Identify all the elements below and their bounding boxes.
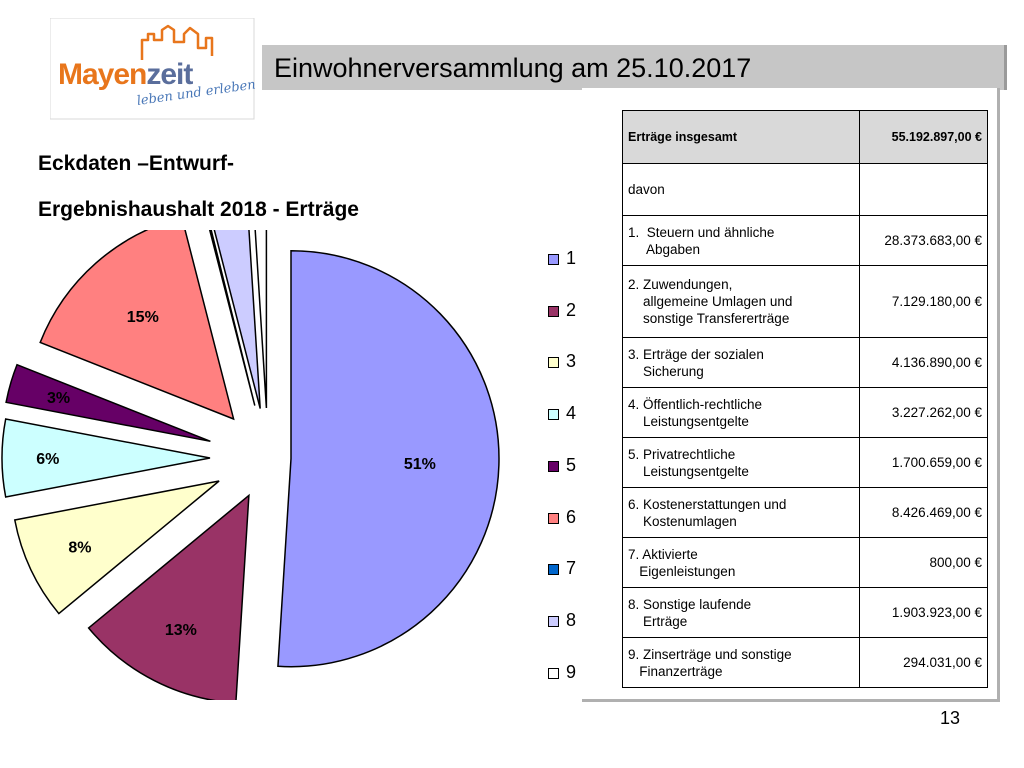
- table-cell-label: 9. Zinserträge und sonstige Finanzerträg…: [622, 637, 860, 688]
- chart-heading-line1: Eckdaten –Entwurf-: [38, 152, 235, 175]
- legend-label: 9: [566, 661, 577, 682]
- pie-slice-9: [254, 230, 268, 409]
- table-cell-value: 1.903.923,00 €: [859, 587, 988, 638]
- pie-chart: 51%13%8%6%3%15%0%3%1%: [1, 230, 500, 700]
- row-label-text: 3. Erträge der sozialen Sicherung: [628, 346, 764, 379]
- pie-slice-6: [39, 230, 235, 421]
- legend-item: 8: [548, 610, 588, 634]
- table-row: 6. Kostenerstattungen und Kostenumlagen 8…: [622, 487, 988, 538]
- table-cell-label: 4. Öffentlich-rechtliche Leistungsentgel…: [622, 387, 860, 438]
- table-cell-value: 3.227.262,00 €: [859, 387, 988, 438]
- table-cell-value: 800,00 €: [859, 537, 988, 588]
- pie-slice-4: [1, 418, 211, 498]
- table-row: 5. Privatrechtliche Leistungsentgelte 1.7…: [622, 437, 988, 488]
- legend-item: 4: [548, 403, 588, 427]
- table-cell-value: 294.031,00 €: [859, 637, 988, 688]
- page-title: Einwohnerversammlung am 25.10.2017: [274, 53, 752, 83]
- row-label-text: 9. Zinserträge und sonstige Finanzerträg…: [628, 646, 792, 679]
- logo-word-part1: Mayen: [58, 58, 147, 91]
- table-cell-value: [859, 163, 988, 216]
- table-row: 9. Zinserträge und sonstige Finanzerträg…: [622, 637, 988, 688]
- legend-swatch: [548, 667, 559, 679]
- table-row: 7. Aktivierte Eigenleistungen 800,00 €: [622, 537, 988, 588]
- row-label-text: 5. Privatrechtliche Leistungsentgelte: [628, 446, 749, 479]
- legend-swatch: [548, 512, 559, 524]
- legend-label: 4: [566, 403, 577, 424]
- legend-label: 3: [566, 351, 577, 372]
- title-bar: Einwohnerversammlung am 25.10.2017: [262, 45, 1007, 90]
- row-label-text: 6. Kostenerstattungen und Kostenumlagen: [628, 496, 787, 529]
- table-cell-label: 8. Sonstige laufende Erträge: [622, 587, 860, 638]
- pie-label-4: 6%: [36, 451, 59, 468]
- legend-item: 3: [548, 351, 588, 375]
- chart-heading-line2: Ergebnishaushalt 2018 - Erträge: [38, 198, 359, 221]
- table-cell-label: 7. Aktivierte Eigenleistungen: [622, 537, 860, 588]
- legend-item: 9: [548, 662, 588, 686]
- table-cell-value: 8.426.469,00 €: [859, 487, 988, 538]
- table-header-label: Erträge insgesamt: [622, 110, 860, 164]
- pie-label-3: 8%: [68, 540, 91, 557]
- pie-slice-5: [5, 363, 211, 443]
- row-label-text: 2. Zuwendungen, allgemeine Umlagen und s…: [628, 277, 793, 326]
- table-cell-label: 2. Zuwendungen, allgemeine Umlagen und s…: [622, 265, 860, 338]
- table-cell-label: 1. Steuern und ähnliche Abgaben: [622, 215, 860, 266]
- table-row: 8. Sonstige laufende Erträge 1.903.923,00…: [622, 587, 988, 638]
- row-label-text: 4. Öffentlich-rechtliche Leistungsentgel…: [628, 396, 763, 429]
- table-row: 4. Öffentlich-rechtliche Leistungsentgel…: [622, 387, 988, 438]
- legend-swatch: [548, 615, 559, 627]
- pie-label-6: 15%: [127, 309, 159, 326]
- pie-slice-8: [213, 230, 261, 409]
- legend-swatch: [548, 460, 559, 472]
- table-header-row: Erträge insgesamt 55.192.897,00 €: [622, 110, 988, 164]
- pie-slice-7: [208, 230, 256, 406]
- row-label-text: 8. Sonstige laufende Erträge: [628, 596, 752, 629]
- table-row: 3. Erträge der sozialen Sicherung 4.136.8…: [622, 337, 988, 388]
- pie-slice-2: [87, 493, 250, 700]
- legend-label: 8: [566, 609, 577, 630]
- legend-label: 5: [566, 454, 577, 475]
- page-number: 13: [940, 708, 961, 728]
- mayenzeit-logo: Mayenzeit leben und erleben: [50, 18, 257, 120]
- row-label-text: davon: [628, 182, 665, 197]
- pie-slice-1: [277, 249, 500, 668]
- table-row: 1. Steuern und ähnliche Abgaben 28.373.68…: [622, 215, 988, 266]
- logo-word-part2: zeit: [146, 58, 193, 91]
- row-label-text: 7. Aktivierte Eigenleistungen: [628, 546, 736, 579]
- logo-wordmark: Mayenzeit: [58, 58, 193, 92]
- table-cell-label: 6. Kostenerstattungen und Kostenumlagen: [622, 487, 860, 538]
- revenue-table: Erträge insgesamt 55.192.897,00 € davon 1…: [622, 110, 988, 688]
- legend-item: 5: [548, 455, 588, 479]
- legend-swatch: [548, 409, 559, 421]
- pie-label-5: 3%: [47, 390, 70, 407]
- table-cell-label: 5. Privatrechtliche Leistungsentgelte: [622, 437, 860, 488]
- pie-label-8: 3%: [219, 230, 242, 234]
- legend-swatch: [548, 305, 559, 317]
- table-cell-value: 4.136.890,00 €: [859, 337, 988, 388]
- legend-swatch: [548, 254, 559, 265]
- table-cell-label: 3. Erträge der sozialen Sicherung: [622, 337, 860, 388]
- legend-swatch: [548, 357, 559, 369]
- pie-label-1: 51%: [404, 456, 436, 473]
- pie-label-2: 13%: [165, 622, 197, 639]
- logo-skyline-icon: [50, 18, 255, 120]
- table-cell-value: 1.700.659,00 €: [859, 437, 988, 488]
- legend-item: 6: [548, 507, 588, 531]
- table-cell-value: 7.129.180,00 €: [859, 265, 988, 338]
- table-row: davon: [622, 163, 988, 216]
- row-label-text: 1. Steuern und ähnliche Abgaben: [628, 224, 775, 257]
- table-cell-value: 28.373.683,00 €: [859, 215, 988, 266]
- pie-slice-3: [13, 480, 220, 615]
- legend-label: 1: [566, 248, 577, 268]
- legend-label: 6: [566, 506, 577, 527]
- legend-label: 7: [566, 558, 577, 579]
- legend-item: 7: [548, 558, 588, 582]
- legend-item: 1: [548, 248, 588, 272]
- table-cell-label: davon: [622, 163, 860, 216]
- legend-item: 2: [548, 300, 588, 324]
- legend-label: 2: [566, 299, 577, 320]
- legend-swatch: [548, 564, 559, 576]
- table-row: 2. Zuwendungen, allgemeine Umlagen und s…: [622, 265, 988, 338]
- table-header-value: 55.192.897,00 €: [859, 110, 988, 164]
